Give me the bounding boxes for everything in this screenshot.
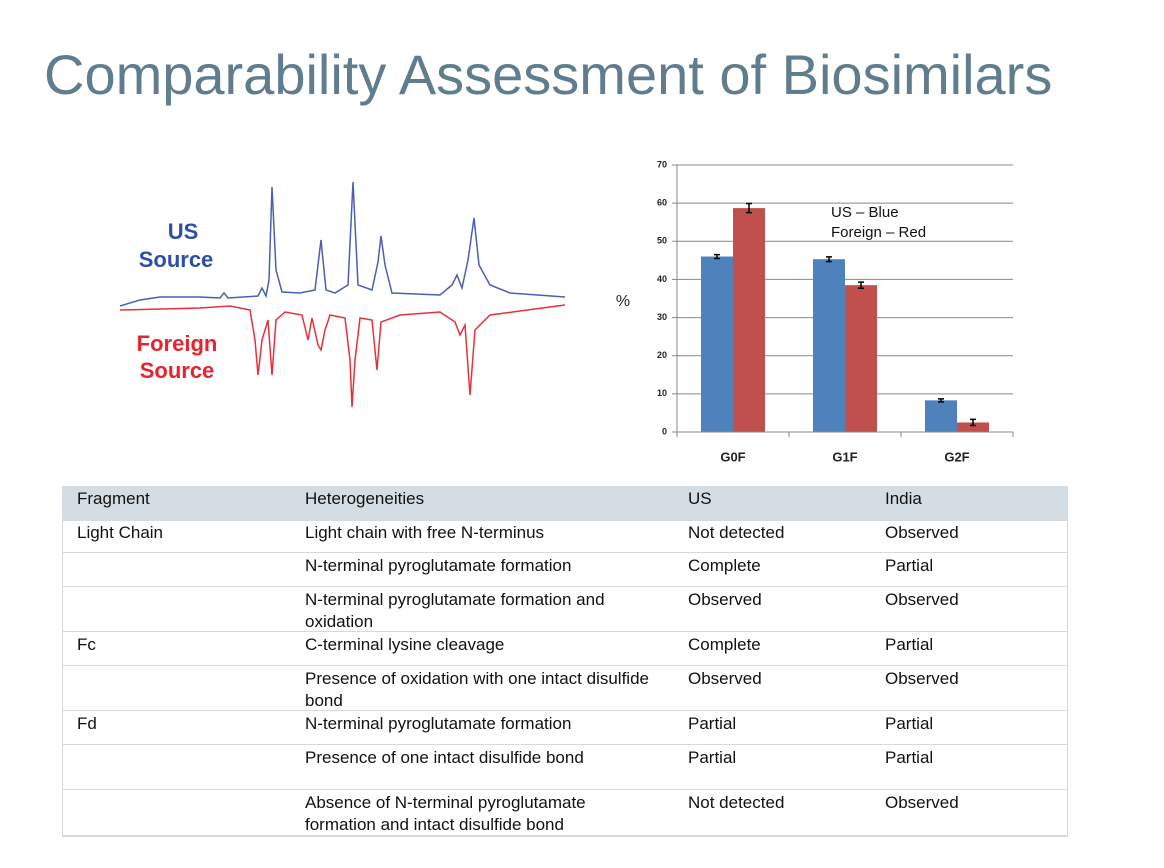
table-cell: Observed [688, 669, 762, 688]
table-row [62, 666, 1068, 711]
table-cell: Observed [885, 669, 959, 688]
table-row [62, 711, 1068, 745]
table-cell: Complete [688, 635, 761, 654]
spectrum-label: Source [140, 358, 215, 383]
error-bar [826, 256, 832, 263]
bar [813, 259, 845, 432]
table-cell: Partial [885, 714, 934, 733]
table-cell: Partial [885, 556, 934, 575]
table-header [62, 486, 1068, 520]
table-cell: Observed [885, 793, 959, 812]
error-bar [938, 398, 944, 403]
header-cell: Heterogeneities [305, 489, 425, 508]
table-cell: N-terminal pyroglutamate formation [305, 556, 572, 575]
error-bar [970, 418, 976, 427]
table-border [62, 520, 1068, 837]
table-cell: Light chain with free N-terminus [305, 523, 545, 542]
error-bar [714, 253, 720, 260]
table-cell: Complete [688, 556, 761, 575]
bar [733, 208, 765, 432]
y-tick-label: 70 [657, 159, 667, 169]
y-tick-label: 20 [657, 350, 667, 360]
spectrum-label: US [168, 219, 199, 244]
slide-title: Comparability Assessment of Biosimilars [44, 43, 1053, 106]
x-tick-label: G1F [832, 449, 857, 464]
y-tick-label: 40 [657, 274, 667, 284]
table-cell: Not detected [688, 793, 785, 812]
table-cell: Partial [688, 714, 737, 733]
bar [925, 400, 957, 432]
table-cell: Absence of N-terminal pyroglutamate form… [305, 793, 586, 834]
bar [845, 285, 877, 432]
table-cell: Not detected [688, 523, 785, 542]
table-row [62, 790, 1068, 836]
spectrum-label: Source [139, 247, 214, 272]
table-cell: C-terminal lysine cleavage [305, 635, 505, 654]
bar-chart: 0 10 20 30 40 50 60 70% G0F G1F G2F US – Blue Foreig… [616, 159, 1014, 464]
y-tick-label: 50 [657, 236, 667, 246]
y-tick-label: 30 [657, 312, 667, 322]
table-cell: Fc [77, 635, 96, 654]
us-spectrum [119, 181, 566, 307]
y-tick-label: 10 [657, 388, 667, 398]
x-tick-label: G2F [944, 449, 969, 464]
table-row [62, 587, 1068, 632]
header-cell: Fragment [77, 489, 150, 508]
table-row [62, 520, 1068, 553]
table-cell: Presence of oxidation with one intact di… [305, 669, 649, 710]
table-cell: Light Chain [77, 523, 164, 542]
y-tick-label: 60 [657, 198, 667, 208]
error-bar [746, 202, 752, 214]
table-cell: Observed [885, 523, 959, 542]
y-axis-label: % [616, 293, 630, 310]
table-cell: N-terminal pyroglutamate formation [305, 714, 572, 733]
table-row [62, 553, 1068, 587]
header-cell: India [885, 489, 922, 508]
table-cell: Partial [688, 748, 737, 767]
table-row [62, 745, 1068, 790]
x-tick-label: G0F [720, 449, 745, 464]
table-cell: Observed [885, 590, 959, 609]
table-row [62, 632, 1068, 666]
table-cell: Fd [77, 714, 97, 733]
bar [701, 256, 733, 432]
error-bar [858, 281, 864, 289]
table-cell: Presence of one intact disulfide bond [305, 748, 584, 767]
y-tick-label: 0 [662, 426, 667, 436]
annotation: Foreign – Red [831, 224, 926, 241]
table-cell: N-terminal pyroglutamate formation and o… [305, 590, 605, 631]
table-cell: Partial [885, 635, 934, 654]
foreign-spectrum [119, 304, 566, 408]
annotation: US – Blue [831, 204, 899, 221]
bar [957, 422, 989, 432]
spectrum-label: Foreign [137, 331, 218, 356]
table-cell: Observed [688, 590, 762, 609]
table-cell: Partial [885, 748, 934, 767]
header-cell: US [688, 489, 712, 508]
